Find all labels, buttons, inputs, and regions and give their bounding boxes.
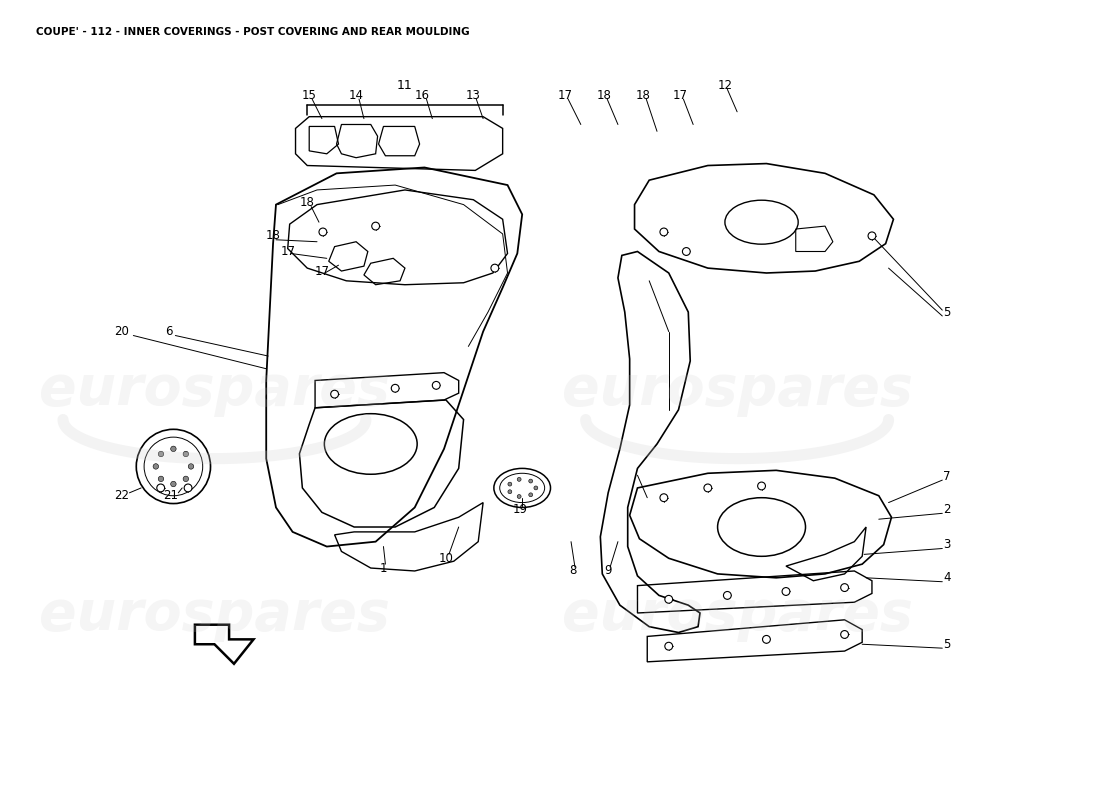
- Text: eurospares: eurospares: [562, 588, 913, 642]
- Circle shape: [724, 591, 732, 599]
- Text: 18: 18: [265, 230, 280, 242]
- Text: 17: 17: [673, 89, 688, 102]
- Text: 9: 9: [604, 565, 612, 578]
- Text: 6: 6: [165, 325, 173, 338]
- Circle shape: [517, 494, 521, 498]
- Circle shape: [664, 642, 672, 650]
- Circle shape: [158, 451, 164, 457]
- Circle shape: [840, 630, 848, 638]
- Circle shape: [183, 451, 188, 457]
- Text: 13: 13: [466, 89, 481, 102]
- Circle shape: [660, 228, 668, 236]
- Circle shape: [183, 476, 188, 482]
- Text: 7: 7: [944, 470, 950, 482]
- Circle shape: [188, 464, 194, 469]
- Circle shape: [840, 584, 848, 591]
- Text: 8: 8: [570, 565, 576, 578]
- Circle shape: [508, 482, 512, 486]
- Text: 5: 5: [944, 638, 950, 650]
- Text: 17: 17: [315, 265, 329, 278]
- Text: 21: 21: [163, 490, 178, 502]
- Circle shape: [529, 479, 532, 483]
- Circle shape: [660, 494, 668, 502]
- Text: 11: 11: [397, 79, 412, 92]
- Text: 5: 5: [944, 306, 950, 318]
- Text: 20: 20: [114, 325, 129, 338]
- Text: eurospares: eurospares: [39, 363, 389, 418]
- Text: 22: 22: [114, 490, 129, 502]
- Text: eurospares: eurospares: [562, 363, 913, 418]
- Circle shape: [758, 482, 766, 490]
- Circle shape: [534, 486, 538, 490]
- Text: 17: 17: [280, 245, 295, 258]
- Text: 15: 15: [301, 89, 317, 102]
- Polygon shape: [195, 625, 253, 664]
- Text: 18: 18: [300, 196, 315, 209]
- Text: 1: 1: [379, 562, 387, 574]
- Circle shape: [508, 490, 512, 494]
- Circle shape: [170, 446, 176, 451]
- Text: 12: 12: [718, 79, 733, 92]
- Circle shape: [868, 232, 876, 240]
- Text: 18: 18: [636, 89, 651, 102]
- Circle shape: [184, 484, 192, 492]
- Text: 14: 14: [349, 89, 364, 102]
- Text: 16: 16: [415, 89, 430, 102]
- Circle shape: [664, 595, 672, 603]
- Circle shape: [529, 493, 532, 497]
- Circle shape: [517, 478, 521, 482]
- Text: COUPE' - 112 - INNER COVERINGS - POST COVERING AND REAR MOULDING: COUPE' - 112 - INNER COVERINGS - POST CO…: [35, 26, 470, 37]
- Circle shape: [331, 390, 339, 398]
- Circle shape: [704, 484, 712, 492]
- Circle shape: [762, 635, 770, 643]
- Text: 18: 18: [597, 89, 612, 102]
- Circle shape: [158, 476, 164, 482]
- Circle shape: [491, 264, 498, 272]
- Text: 17: 17: [558, 89, 573, 102]
- Circle shape: [153, 464, 158, 469]
- Circle shape: [432, 382, 440, 390]
- Text: 3: 3: [944, 538, 950, 551]
- Text: eurospares: eurospares: [39, 588, 389, 642]
- Text: 10: 10: [439, 552, 453, 565]
- Circle shape: [392, 384, 399, 392]
- Circle shape: [157, 484, 165, 492]
- Circle shape: [682, 247, 690, 255]
- Text: 4: 4: [944, 571, 950, 584]
- Circle shape: [372, 222, 379, 230]
- Text: 19: 19: [513, 503, 528, 516]
- Circle shape: [319, 228, 327, 236]
- Circle shape: [170, 482, 176, 486]
- Circle shape: [782, 587, 790, 595]
- Text: 2: 2: [944, 503, 950, 516]
